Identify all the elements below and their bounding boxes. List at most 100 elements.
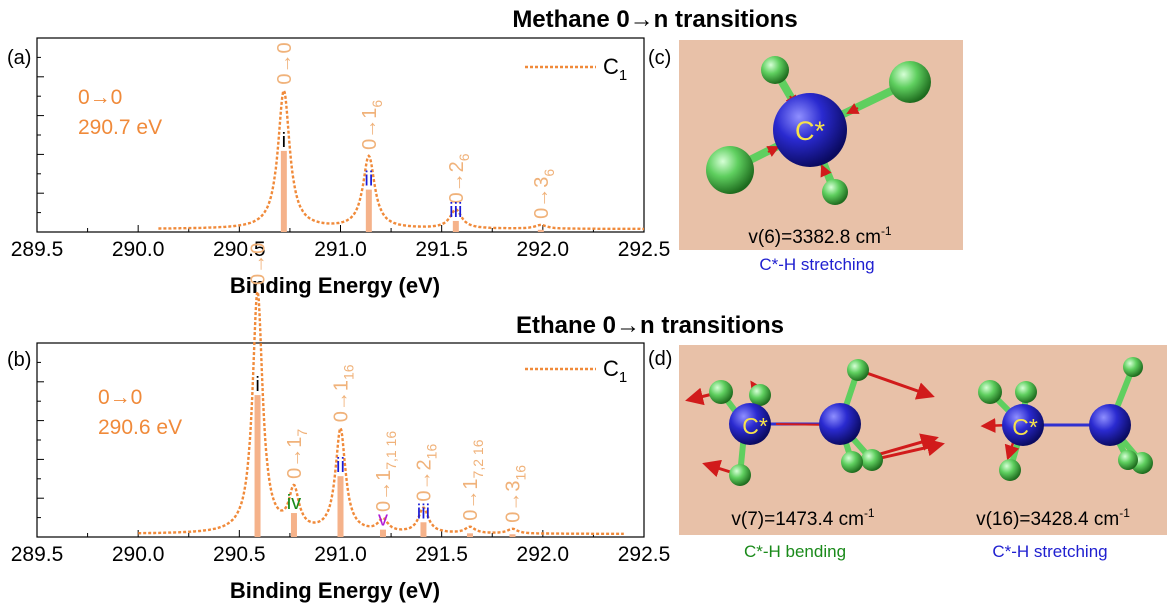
hydrogen-atom — [822, 179, 848, 205]
ethane-spectrum-plot: (b) 289.5 290.0 290.5 291.0 291.5 292.0 292.5 … — [7, 243, 670, 603]
peak-roman-label: i — [282, 130, 286, 152]
hydrogen-atom — [841, 451, 863, 473]
transition-stick — [254, 395, 261, 537]
transition-label: 0→36 — [531, 169, 557, 219]
plot-b-sticks — [254, 395, 516, 537]
transition-stick — [420, 522, 427, 537]
plot-b-x-ticks: 289.5 290.0 290.5 291.0 291.5 292.0 292.5 — [11, 530, 671, 566]
plot-a-sticks — [280, 150, 544, 232]
x-tick-label: 291.0 — [314, 238, 367, 261]
methane-0-0-label: 0→0 — [78, 86, 122, 109]
hydrogen-atom — [978, 380, 1002, 404]
transition-label: 0→17,2 16 — [460, 439, 486, 520]
transition-label-sub: 6 — [456, 153, 472, 161]
transition-label: 0→16 — [359, 100, 385, 150]
transition-label-sub: 6 — [541, 169, 557, 177]
displacement-arrow — [820, 164, 832, 178]
transition-label: 0→17 — [284, 429, 310, 479]
transition-label-sub: 6 — [369, 100, 385, 108]
transition-stick — [280, 150, 287, 232]
methane-mode-frequency: v(6)=3382.8 cm-1 — [748, 224, 892, 248]
transition-stick — [337, 476, 344, 537]
displacement-arrow — [846, 103, 860, 114]
ethane-panel-title: Ethane 0→n transitions — [516, 312, 784, 339]
methane-c1-curve — [158, 87, 644, 231]
ethane-stretching-molecule: C* — [978, 357, 1153, 481]
transition-stick — [365, 189, 372, 232]
plot-a-x-axis-label: Binding Energy (eV) — [230, 273, 440, 298]
x-tick-label: 292.5 — [618, 543, 671, 566]
x-tick-label: 291.5 — [415, 543, 468, 566]
plot-a-x-ticks: 289.5 290.0 290.5 291.0 291.5 292.0 292.5 — [11, 225, 670, 261]
panel-c-tag: (c) — [648, 47, 671, 69]
hydrogen-atom — [1015, 381, 1037, 403]
x-tick-label: 289.5 — [11, 238, 64, 261]
carbon-atom — [1089, 404, 1131, 446]
peak-roman-label: iii — [449, 200, 462, 222]
transition-stick — [509, 534, 516, 537]
carbon-atom — [773, 93, 847, 167]
transition-label-sub: 7 — [294, 429, 310, 437]
hydrogen-atom — [1118, 450, 1138, 470]
carbon-star-label: C* — [1012, 414, 1038, 440]
transition-label-sub: 7,2 16 — [470, 439, 486, 478]
x-tick-label: 290.0 — [112, 238, 165, 261]
methane-panel-title: Methane 0→n transitions — [512, 6, 797, 33]
methane-spectrum-plot: (a) 289.5 290.0 290.5 291.0 291.5 292.0 292.5 … — [7, 37, 670, 298]
transition-label: 0→0 — [274, 42, 296, 84]
hydrogen-atom — [761, 56, 789, 84]
ethane-0-0-energy: 290.6 eV — [98, 416, 182, 439]
ethane-stretching-caption: C*-H stretching — [992, 542, 1107, 561]
x-tick-label: 289.5 — [11, 543, 64, 566]
transition-label-sub: 7,1 16 — [383, 431, 399, 470]
x-tick-label: 290.5 — [213, 543, 266, 566]
carbon-atom — [729, 403, 771, 445]
transition-stick — [466, 533, 473, 537]
transition-label-sub: 16 — [341, 364, 357, 380]
transition-label: 0→316 — [502, 465, 528, 523]
x-tick-label: 291.0 — [314, 543, 367, 566]
x-tick-label: 291.5 — [415, 238, 468, 261]
x-tick-label: 290.0 — [112, 543, 165, 566]
transition-label-sub: 16 — [423, 444, 439, 460]
peak-roman-label: v — [378, 509, 388, 531]
transition-stick — [452, 220, 459, 232]
ethane-bending-molecule: C* — [685, 359, 945, 486]
ethane-0-0-label: 0→0 — [98, 386, 142, 409]
hydrogen-atom — [847, 359, 869, 381]
hydrogen-atom — [709, 380, 733, 404]
carbon-star-label: C* — [742, 413, 768, 439]
transition-label: 0→116 — [331, 364, 357, 422]
plot-b-legend-label: C1 — [603, 356, 627, 386]
panel-b-tag: (b) — [7, 349, 31, 371]
ethane-c1-curve — [138, 290, 624, 535]
plot-b-y-ticks — [37, 342, 44, 538]
hydrogen-atom — [1123, 357, 1143, 377]
carbon-atom — [819, 403, 861, 445]
panel-a-tag: (a) — [7, 47, 31, 69]
ethane-stretching-frequency: v(16)=3428.4 cm-1 — [976, 506, 1130, 530]
peak-roman-label: iv — [287, 492, 301, 514]
methane-mode-panel: (c) C* v(6)=3382.8 cm-1 C*-H stretching — [648, 40, 963, 274]
ethane-mode-panel: (d) C* — [648, 345, 1167, 561]
plot-a-legend-label: C1 — [603, 54, 627, 84]
displacement-arrow — [857, 368, 935, 400]
peak-roman-label: ii — [364, 169, 373, 191]
peak-roman-label: iii — [417, 501, 430, 523]
hydrogen-atom — [889, 61, 931, 103]
peak-roman-label: ii — [336, 455, 345, 477]
plot-b-x-axis-label: Binding Energy (eV) — [230, 578, 440, 603]
x-tick-label: 290.5 — [213, 238, 266, 261]
transition-label: 0→17,1 16 — [373, 431, 399, 512]
displacement-arrow — [766, 146, 780, 157]
x-tick-label: 292.0 — [517, 543, 570, 566]
transition-label-sub: 16 — [512, 465, 528, 481]
transition-stick — [379, 529, 386, 537]
methane-0-0-energy: 290.7 eV — [78, 116, 162, 139]
methane-mode-caption: C*-H stretching — [759, 255, 874, 274]
plot-a-y-ticks — [37, 37, 44, 233]
transition-label: 0→26 — [446, 153, 472, 203]
